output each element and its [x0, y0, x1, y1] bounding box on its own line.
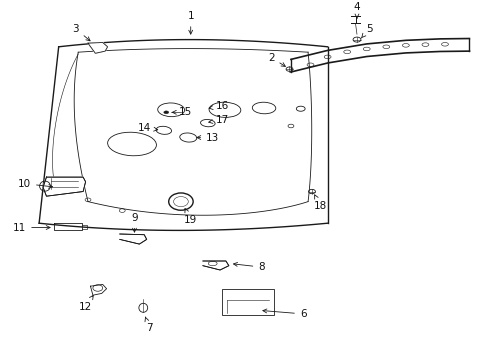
Text: 2: 2	[267, 53, 285, 67]
Polygon shape	[120, 234, 146, 244]
Polygon shape	[43, 177, 85, 196]
Text: 13: 13	[197, 132, 219, 143]
Text: 3: 3	[72, 24, 90, 41]
Text: 7: 7	[144, 317, 152, 333]
Text: 1: 1	[187, 11, 194, 34]
Polygon shape	[203, 261, 228, 270]
Text: 19: 19	[183, 208, 197, 225]
Text: 4: 4	[353, 2, 360, 18]
Text: 10: 10	[18, 179, 52, 189]
Text: 16: 16	[208, 101, 229, 111]
Text: 18: 18	[313, 195, 326, 211]
Text: 15: 15	[172, 107, 192, 117]
Text: 6: 6	[263, 309, 306, 319]
Text: 11: 11	[13, 222, 50, 233]
Text: 5: 5	[361, 24, 372, 38]
Text: 17: 17	[208, 114, 229, 125]
Text: 8: 8	[233, 262, 264, 272]
Text: 12: 12	[79, 296, 93, 312]
Text: 14: 14	[137, 123, 158, 133]
Ellipse shape	[163, 111, 168, 114]
Text: 9: 9	[131, 213, 138, 232]
Polygon shape	[88, 42, 107, 53]
Bar	[222, 289, 273, 315]
